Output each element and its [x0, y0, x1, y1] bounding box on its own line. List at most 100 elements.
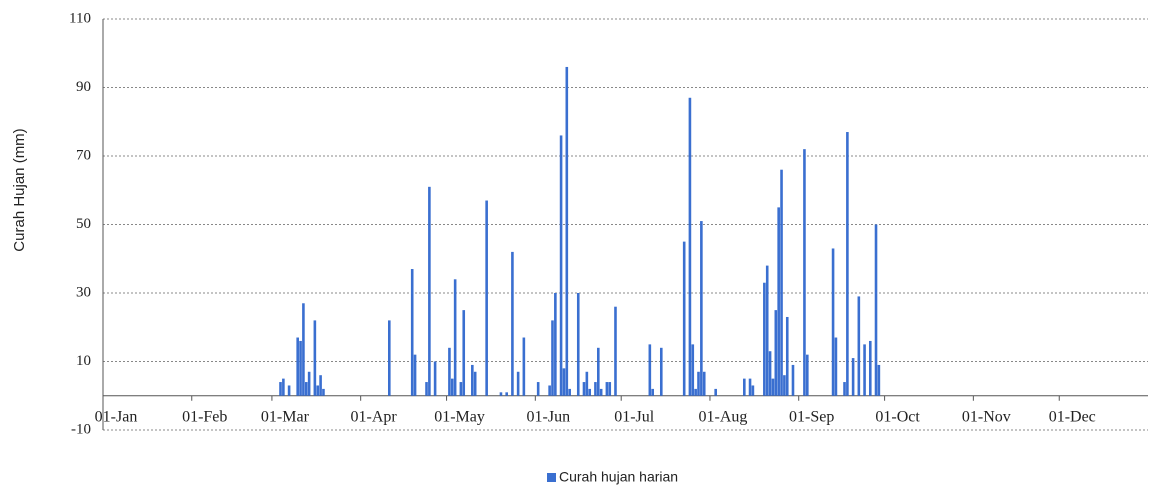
- bar: [806, 354, 809, 396]
- bar: [499, 392, 503, 396]
- bar: [559, 135, 563, 396]
- bar: [763, 282, 766, 396]
- x-tick-label: 01-Mar: [261, 408, 310, 425]
- bar: [568, 388, 571, 396]
- bar: [831, 248, 835, 396]
- bar: [302, 303, 305, 396]
- bar: [597, 347, 600, 396]
- bar: [548, 385, 551, 396]
- bar: [697, 371, 700, 396]
- x-tick-label: 01-Dec: [1049, 408, 1096, 425]
- y-tick-label: -10: [71, 421, 91, 437]
- bar: [691, 344, 695, 396]
- bar: [450, 378, 454, 396]
- bar: [282, 378, 285, 396]
- bar: [582, 382, 586, 396]
- bar: [857, 296, 861, 396]
- bar: [783, 375, 786, 396]
- bar: [834, 337, 838, 396]
- bar: [307, 371, 311, 396]
- bar: [562, 368, 566, 396]
- bar: [608, 382, 612, 396]
- bar: [614, 306, 617, 396]
- x-tick-label: 01-Aug: [699, 408, 748, 425]
- bar: [774, 310, 778, 396]
- bar: [585, 371, 589, 396]
- bar: [316, 385, 320, 396]
- bar: [877, 364, 881, 396]
- bar: [505, 392, 508, 396]
- bar: [536, 382, 540, 396]
- legend-key: [547, 473, 556, 482]
- bar: [743, 378, 746, 396]
- bar: [843, 382, 846, 396]
- bar: [594, 382, 597, 396]
- bar: [453, 279, 457, 396]
- bar: [462, 310, 466, 396]
- y-tick-label: 110: [69, 10, 91, 26]
- bar: [751, 385, 755, 396]
- bar: [554, 293, 557, 396]
- bar: [313, 320, 317, 396]
- bar: [714, 388, 717, 396]
- bar: [511, 251, 514, 396]
- x-tick-label: 01-Sep: [789, 408, 834, 425]
- bar: [777, 207, 780, 396]
- bar: [648, 344, 652, 396]
- bar: [863, 344, 866, 396]
- bar: [851, 358, 855, 396]
- bar: [765, 265, 769, 396]
- bar: [785, 316, 789, 396]
- x-tick-label: 01-Oct: [875, 408, 920, 425]
- y-axis-label: Curah Hujan (mm): [11, 128, 28, 251]
- bar: [516, 371, 520, 396]
- bar: [682, 241, 686, 396]
- bar: [700, 221, 703, 396]
- bar: [868, 340, 872, 396]
- y-tick-label: 30: [76, 284, 91, 300]
- bar: [459, 382, 463, 396]
- bar: [791, 364, 795, 396]
- legend-label: Curah hujan harian: [559, 469, 678, 485]
- bar: [279, 382, 282, 396]
- bar: [448, 347, 451, 396]
- x-tick-label: 01-Nov: [962, 408, 1011, 425]
- bar: [413, 354, 417, 396]
- bar: [485, 200, 488, 396]
- bar: [522, 337, 526, 396]
- bar: [388, 320, 391, 396]
- bar: [846, 132, 849, 396]
- x-tick-label: 01-Apr: [351, 408, 398, 425]
- y-tick-label: 10: [76, 353, 91, 369]
- x-tick-label: 01-Jan: [95, 408, 138, 425]
- bar: [651, 388, 654, 396]
- bar: [659, 347, 663, 396]
- bar: [588, 388, 592, 396]
- bar: [576, 293, 580, 396]
- x-tick-label: 01-Jul: [614, 408, 655, 425]
- y-tick-label: 70: [76, 147, 91, 163]
- bar: [473, 371, 477, 396]
- bar: [410, 269, 414, 396]
- bar: [425, 382, 428, 396]
- bar: [471, 364, 474, 396]
- bar: [702, 371, 706, 396]
- bar: [874, 224, 878, 396]
- bar: [319, 375, 322, 396]
- y-tick-label: 50: [76, 216, 91, 232]
- bar: [780, 169, 783, 396]
- bar: [322, 388, 325, 396]
- bar: [768, 351, 772, 396]
- bar: [605, 382, 609, 396]
- y-tick-label: 90: [76, 79, 91, 95]
- bar: [299, 340, 302, 396]
- bar: [287, 385, 291, 396]
- bar: [694, 388, 697, 396]
- bar: [551, 320, 554, 396]
- bar: [803, 149, 806, 396]
- x-tick-label: 01-Jun: [527, 408, 571, 425]
- bar: [599, 388, 603, 396]
- bar: [428, 186, 431, 396]
- bar: [296, 337, 299, 396]
